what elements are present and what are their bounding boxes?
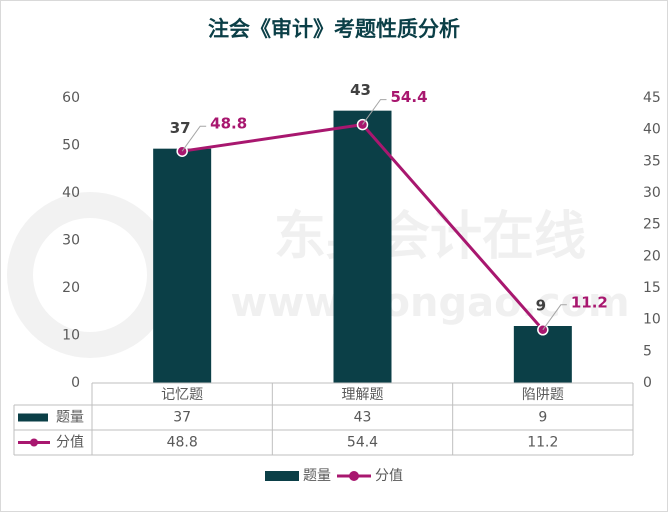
y2-tick-label: 10: [643, 312, 661, 328]
leader-line: [542, 304, 567, 331]
bar: [153, 148, 212, 383]
bar-label: 43: [350, 81, 371, 99]
table-cell: 48.8: [167, 435, 198, 451]
y-tick-label: 50: [62, 138, 80, 154]
table-swatch: [18, 413, 48, 422]
table-cell: 54.4: [347, 435, 378, 451]
leader-line: [181, 125, 207, 152]
table-swatch: [30, 438, 38, 447]
watermark: 东奥会计在线: [274, 207, 586, 267]
legend-label: 分值: [375, 468, 403, 484]
table-row-header: 分值: [56, 435, 84, 451]
bar: [333, 110, 392, 384]
y2-tick-label: 15: [643, 280, 661, 296]
table-row-header: 题量: [56, 410, 84, 426]
y-tick-label: 30: [62, 233, 80, 249]
chart-title: 注会《审计》考题性质分析: [208, 17, 460, 41]
y2-tick-label: 0: [643, 375, 652, 391]
y-tick-label: 0: [71, 375, 80, 391]
y2-tick-label: 35: [643, 153, 661, 169]
y2-tick-label: 30: [643, 185, 661, 201]
leader-line: [362, 99, 387, 125]
line-label: 54.4: [391, 88, 428, 106]
table-cell: 43: [354, 410, 372, 426]
line-marker: [356, 118, 369, 131]
x-tick-label: 理解题: [342, 387, 384, 403]
y2-tick-label: 20: [643, 248, 661, 264]
x-tick-label: 陷阱题: [522, 387, 564, 403]
table-cell: 11.2: [527, 435, 558, 451]
y-tick-label: 60: [62, 90, 80, 106]
y-tick-label: 40: [62, 185, 80, 201]
y2-tick-label: 45: [643, 90, 661, 106]
bar-label: 9: [536, 297, 546, 315]
bar-label: 37: [170, 119, 191, 137]
legend-swatch: [265, 471, 299, 481]
y2-tick-label: 25: [643, 217, 661, 233]
legend-label: 题量: [303, 468, 331, 484]
watermark: www.dongao.com: [230, 280, 629, 326]
table-cell: 37: [173, 410, 191, 426]
y2-tick-label: 5: [643, 343, 652, 359]
legend-swatch: [349, 471, 359, 481]
y-tick-label: 20: [62, 280, 80, 296]
x-tick-label: 记忆题: [161, 387, 203, 403]
table-cell: 9: [538, 410, 547, 426]
y-tick-label: 10: [62, 328, 80, 344]
line-label: 11.2: [571, 293, 608, 311]
line-label: 48.8: [210, 115, 247, 133]
y2-tick-label: 40: [643, 122, 661, 138]
